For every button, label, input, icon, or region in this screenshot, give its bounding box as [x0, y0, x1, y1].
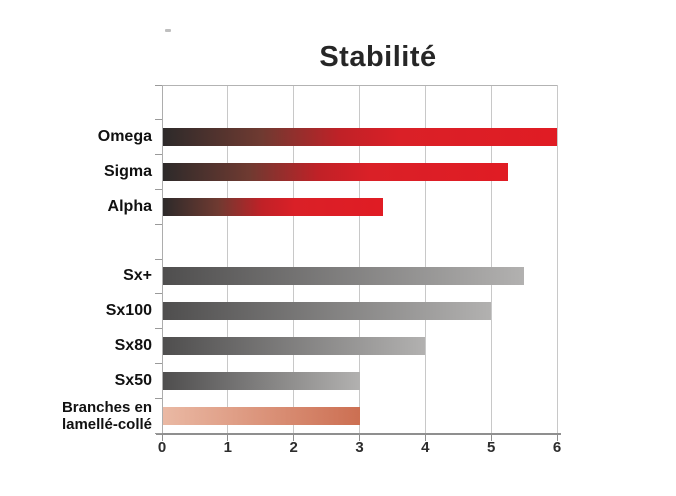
bar-sigma: [163, 163, 508, 181]
category-label-sx80: Sx80: [114, 337, 152, 354]
x-tick-label-3: 3: [355, 439, 364, 456]
x-tick-label-0: 0: [157, 439, 167, 456]
x-axis-tick-6: [556, 435, 558, 441]
y-axis-tick-1: [155, 119, 162, 121]
y-axis-tick-5: [155, 258, 162, 260]
x-axis-line: [156, 433, 561, 435]
gridline-5: [490, 85, 492, 433]
x-axis-tick-0: [161, 435, 163, 441]
plot-top-border: [162, 85, 557, 86]
x-tick-label-1: 1: [223, 439, 232, 456]
bar-sx80: [163, 337, 426, 355]
category-label-sx50: Sx50: [114, 371, 152, 389]
x-axis-tick-4: [424, 435, 426, 441]
y-axis-tick-8: [155, 362, 162, 364]
x-tick-label-4: 4: [421, 439, 430, 456]
x-axis-tick-2: [293, 435, 295, 441]
gridline-6: [556, 85, 558, 433]
category-label-sigma: Sigma: [103, 163, 152, 180]
category-label-omega: Omega: [97, 128, 152, 146]
chart-title: Stabilité: [319, 41, 437, 73]
y-axis-tick-4: [155, 223, 162, 225]
y-axis-line: [162, 85, 163, 433]
y-axis-tick-9: [155, 397, 162, 399]
y-axis-tick-0: [155, 84, 162, 86]
category-label-alpha: Alpha: [107, 197, 152, 215]
gridline-1: [227, 85, 229, 433]
y-axis-tick-3: [155, 188, 162, 190]
x-tick-label-6: 6: [552, 439, 562, 456]
bar-sx: [163, 267, 525, 286]
y-axis-tick-2: [155, 154, 162, 156]
gridline-2: [293, 85, 295, 433]
x-tick-label-2: 2: [289, 439, 298, 456]
x-axis-tick-3: [359, 435, 360, 441]
bar-sx100: [163, 302, 492, 321]
gridline-4: [424, 85, 426, 433]
bar-alpha: [163, 197, 383, 216]
x-axis-tick-5: [490, 435, 492, 441]
plot-area: [162, 85, 558, 433]
bar-omega: [163, 128, 557, 147]
x-axis-tick-1: [227, 435, 229, 441]
bar-branches-en-lamelle-colle: [163, 406, 360, 425]
y-axis-tick-7: [155, 328, 162, 330]
category-label-sx: Sx+: [123, 267, 152, 285]
y-axis-tick-6: [155, 293, 162, 295]
category-label-sx100: Sx100: [105, 302, 152, 320]
x-tick-label-5: 5: [486, 439, 496, 456]
y-axis-tick-10: [155, 432, 162, 434]
category-label-branches-en-lamelle-colle: Branches en lamellé-collé: [61, 398, 152, 433]
bar-sx50: [163, 371, 360, 390]
gridline-3: [359, 85, 360, 433]
smudge-artifact: [165, 29, 171, 32]
